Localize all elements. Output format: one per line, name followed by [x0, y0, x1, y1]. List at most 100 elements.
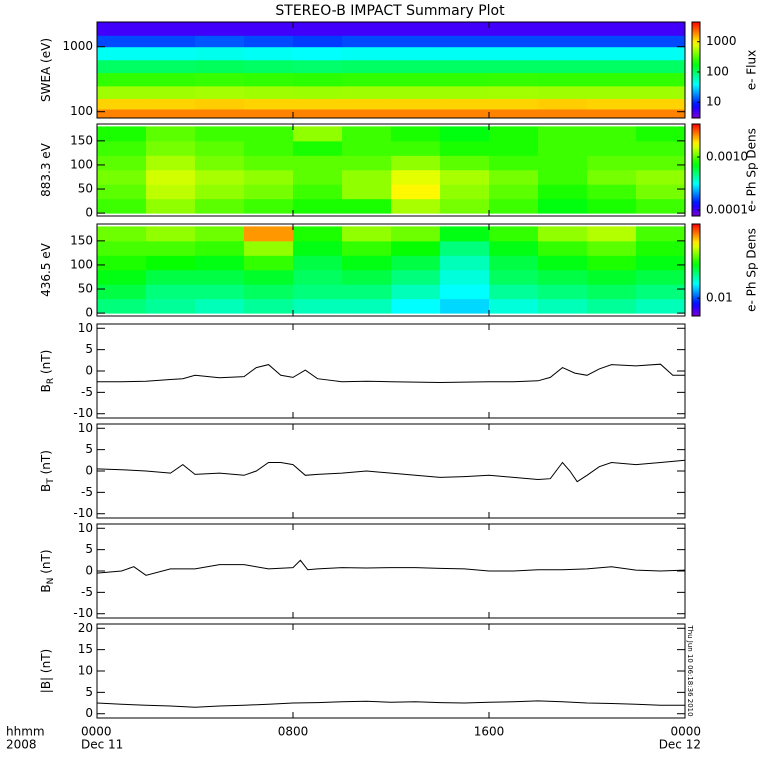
heatmap-cell [293, 46, 343, 61]
heatmap-cell [636, 269, 686, 285]
heatmap-cell [146, 109, 196, 119]
y-tick-label: 150 [70, 133, 93, 147]
heatmap-cell [587, 226, 637, 242]
heatmap-cell [342, 140, 392, 156]
y-label-main: 436.5 eV [39, 242, 53, 297]
heatmap-cell [97, 85, 147, 99]
heatmap-cell [636, 46, 686, 61]
y-axis-label: 436.5 eV [39, 242, 53, 297]
heatmap-cell [195, 184, 245, 200]
heatmap-cell [587, 298, 637, 314]
colorbar [691, 223, 701, 317]
heatmap-cell [489, 85, 539, 99]
panel [97, 126, 686, 214]
y-axis-label: BR (nT) [39, 350, 56, 393]
plot-title: STEREO-B IMPACT Summary Plot [275, 3, 505, 19]
heatmap-cell [391, 126, 441, 142]
heatmap-cell [489, 35, 539, 48]
heatmap-cell [440, 169, 490, 185]
heatmap-cell [244, 85, 294, 99]
heatmap-cell [146, 169, 196, 185]
heatmap-cell [391, 59, 441, 74]
heatmap-cell [440, 46, 490, 61]
y-label-unit: (nT) [39, 450, 53, 474]
heatmap-cell [293, 35, 343, 48]
colorbar [691, 21, 701, 119]
x-unit-label: hhmm [6, 725, 45, 739]
heatmap-cell [97, 255, 147, 271]
heatmap-cell [195, 72, 245, 87]
heatmap-cell [391, 72, 441, 87]
heatmap-cell [342, 126, 392, 142]
y-label-main: B [39, 384, 53, 392]
heatmap-cell [293, 226, 343, 242]
heatmap-cell [342, 85, 392, 99]
heatmap-cell [538, 85, 588, 99]
y-tick-label: 0 [85, 564, 93, 578]
heatmap-cell [538, 240, 588, 256]
heatmap-cell [195, 226, 245, 242]
heatmap-cell [146, 226, 196, 242]
y-tick-label: 10 [78, 664, 93, 678]
heatmap-cell [391, 284, 441, 300]
heatmap-cell [538, 22, 588, 36]
heatmap-cell [440, 198, 490, 214]
heatmap-cell [293, 140, 343, 156]
heatmap-cell [636, 126, 686, 142]
heatmap-cell [636, 284, 686, 300]
heatmap-cell [244, 269, 294, 285]
heatmap-cell [195, 126, 245, 142]
heatmap-cell [293, 284, 343, 300]
y-tick-label: 150 [70, 233, 93, 247]
heatmap-cell [636, 72, 686, 87]
heatmap-cell [195, 109, 245, 119]
heatmap-cell [587, 240, 637, 256]
y-tick-label: 5 [85, 342, 93, 356]
heatmap-cell [636, 198, 686, 214]
heatmap-cell [342, 169, 392, 185]
heatmap-cell [342, 240, 392, 256]
heatmap-cell [195, 198, 245, 214]
heatmap-cell [97, 126, 147, 142]
x-tick-label: 0000 [670, 725, 701, 739]
heatmap-cell [195, 298, 245, 314]
heatmap-cell [538, 35, 588, 48]
heatmap-cell [636, 98, 686, 110]
heatmap-cell [244, 198, 294, 214]
y-tick-label: -10 [73, 606, 93, 620]
heatmap-cell [146, 22, 196, 36]
heatmap-cell [342, 226, 392, 242]
heatmap-cell [538, 46, 588, 61]
heatmap-cell [97, 140, 147, 156]
y-tick-label: 5 [85, 685, 93, 699]
heatmap-cell [538, 126, 588, 142]
heatmap-cell [342, 255, 392, 271]
heatmap-cell [195, 255, 245, 271]
panel [97, 226, 686, 314]
heatmap-cell [293, 109, 343, 119]
heatmap-cell [244, 35, 294, 48]
heatmap-cell [391, 155, 441, 171]
heatmap-cell [293, 85, 343, 99]
y-tick-label: 100 [70, 257, 93, 271]
heatmap-cell [440, 184, 490, 200]
heatmap-cell [391, 269, 441, 285]
heatmap-cell [489, 109, 539, 119]
heatmap-cell [244, 155, 294, 171]
panel-frame [96, 223, 686, 317]
y-tick-label: -5 [81, 585, 93, 599]
heatmap-cell [244, 126, 294, 142]
heatmap-cell [342, 35, 392, 48]
heatmap-cell [293, 198, 343, 214]
x-tick-label: 0800 [278, 725, 309, 739]
heatmap-cell [587, 155, 637, 171]
heatmap-cell [538, 155, 588, 171]
heatmap-cell [440, 226, 490, 242]
heatmap-cell [440, 140, 490, 156]
heatmap-cell [489, 155, 539, 171]
y-tick-label: 10 [78, 321, 93, 335]
y-tick-label: 50 [78, 282, 93, 296]
heatmap-cell [146, 269, 196, 285]
y-label-main: B [39, 484, 53, 492]
heatmap-cell [440, 98, 490, 110]
